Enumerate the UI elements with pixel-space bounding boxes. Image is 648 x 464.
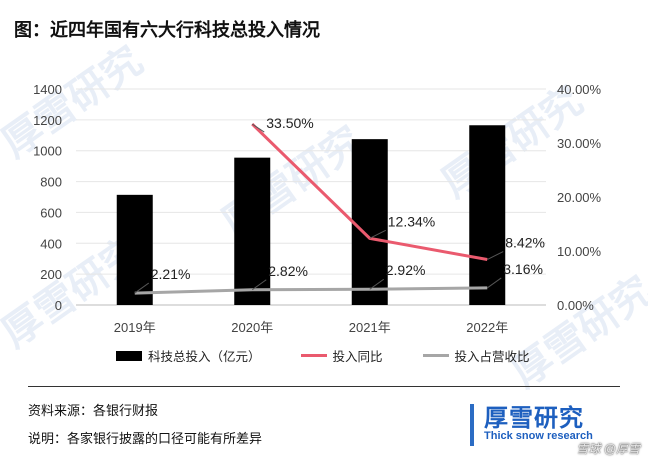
label-leader <box>369 229 386 239</box>
right-axis-ticks: 0.00% 10.00% 20.00% 30.00% 40.00% <box>557 82 602 313</box>
left-tick-label: 800 <box>40 175 62 190</box>
platform-credit: 雪球 @厚雪 <box>576 442 640 456</box>
right-tick-label: 30.00% <box>557 136 602 151</box>
x-axis-ticks: 2019年 2020年 2021年 2022年 <box>114 320 508 335</box>
series-line <box>134 286 488 295</box>
logo-name-en: Thick snow research <box>484 430 593 442</box>
x-tick-label: 2020年 <box>231 320 273 335</box>
legend-swatch-bar <box>116 350 142 361</box>
bar <box>469 125 506 305</box>
data-label: 33.50% <box>266 115 313 131</box>
logo-accent-bar <box>470 404 474 446</box>
label-leader <box>134 282 150 294</box>
data-label: 2.82% <box>268 263 308 279</box>
left-tick-label: 200 <box>40 267 62 282</box>
label-leader <box>369 278 385 290</box>
legend-item-yoy: 投入同比 <box>300 346 383 365</box>
data-labels: 33.50% 12.34% 8.42% 2.21% 2.82% 2.92% 3.16% <box>134 115 545 294</box>
left-tick-label: 1200 <box>33 113 62 128</box>
data-label: 2.21% <box>151 266 191 282</box>
data-label: 12.34% <box>388 213 435 229</box>
label-leader <box>251 279 267 291</box>
data-label: 2.92% <box>386 262 426 278</box>
x-tick-label: 2021年 <box>349 320 391 335</box>
data-label: 8.42% <box>505 235 545 251</box>
right-tick-label: 0.00% <box>557 298 594 313</box>
chart-svg: 0 200 400 600 800 1000 1200 1400 0.00% 10.00% 20.… <box>33 82 602 335</box>
x-tick-label: 2022年 <box>466 320 508 335</box>
legend-label-bar: 科技总投入（亿元） <box>148 349 261 364</box>
right-tick-label: 40.00% <box>557 82 602 97</box>
chart-title: 图：近四年国有六大行科技总投入情况 <box>14 20 320 41</box>
left-tick-label: 400 <box>40 236 62 251</box>
source-note: 资料来源：各银行财报 <box>28 404 159 419</box>
caveat-note: 说明：各家银行披露的口径可能有所差异 <box>28 432 263 447</box>
left-tick-label: 1000 <box>33 144 62 159</box>
left-tick-label: 0 <box>55 298 62 313</box>
legend-swatch-ratio <box>422 354 449 357</box>
left-tick-label: 1400 <box>33 82 62 97</box>
legend-swatch-yoy <box>300 354 327 357</box>
bar <box>351 139 388 305</box>
chart-legend: 科技总投入（亿元） 投入同比 投入占营收比 <box>116 346 530 365</box>
data-label: 3.16% <box>503 261 543 277</box>
legend-label-yoy: 投入同比 <box>332 349 383 364</box>
left-axis-ticks: 0 200 400 600 800 1000 1200 1400 <box>33 82 62 313</box>
logo-name-cn: 厚雪研究 <box>484 404 584 432</box>
x-tick-label: 2019年 <box>114 320 156 335</box>
left-tick-label: 600 <box>40 205 62 220</box>
label-leader <box>251 123 265 133</box>
bar-series <box>116 125 506 305</box>
right-tick-label: 20.00% <box>557 190 602 205</box>
bar <box>116 194 153 305</box>
label-leader <box>487 251 504 260</box>
legend-item-ratio: 投入占营收比 <box>422 346 530 365</box>
label-leader <box>486 277 502 289</box>
right-tick-label: 10.00% <box>557 244 602 259</box>
bar <box>234 157 271 305</box>
footer-divider <box>28 386 620 387</box>
legend-item-bar: 科技总投入（亿元） <box>116 346 261 365</box>
legend-label-ratio: 投入占营收比 <box>454 349 530 364</box>
